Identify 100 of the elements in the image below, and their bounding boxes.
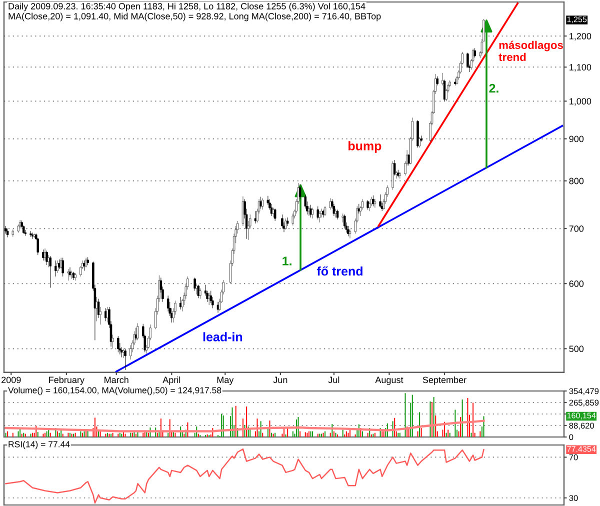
candlestick bbox=[86, 256, 89, 266]
candlestick bbox=[70, 270, 73, 280]
line-series bbox=[5, 448, 484, 504]
candlestick bbox=[179, 296, 182, 310]
candlestick bbox=[12, 229, 14, 238]
candlestick bbox=[318, 210, 321, 223]
text: MA(Close,20) = 1,091.40, Mid MA(Close,50) = 928.92, Long MA(Close,200) = 716.40, BBTop bbox=[8, 12, 381, 22]
candlestick bbox=[466, 52, 469, 68]
candlestick bbox=[308, 206, 310, 216]
candlestick bbox=[454, 78, 456, 86]
chart-title: RSI(14) = 77.44 bbox=[8, 440, 70, 450]
candlestick bbox=[292, 213, 294, 226]
y-tick-label: 30 bbox=[569, 495, 578, 501]
candlestick bbox=[298, 184, 302, 200]
candlestick bbox=[254, 210, 257, 224]
candlestick bbox=[106, 306, 109, 323]
candlestick bbox=[281, 214, 284, 229]
candlestick bbox=[134, 328, 138, 340]
x-tick-label: March bbox=[104, 376, 128, 384]
candlestick bbox=[374, 198, 376, 208]
candlestick bbox=[47, 254, 50, 268]
candlestick bbox=[272, 207, 274, 218]
candlestick bbox=[83, 260, 86, 271]
candlestick bbox=[436, 76, 439, 86]
candlestick bbox=[67, 268, 70, 281]
candlestick bbox=[334, 208, 337, 218]
candlestick bbox=[4, 226, 7, 234]
candlestick bbox=[392, 161, 394, 190]
candlestick bbox=[398, 172, 402, 179]
y-tick-label: 0 bbox=[569, 434, 574, 440]
candlestick bbox=[324, 206, 326, 216]
candlestick bbox=[124, 348, 126, 370]
candlestick bbox=[31, 232, 34, 240]
y-tick-label: 1,000 bbox=[570, 98, 592, 106]
y-tick-label: 265,859 bbox=[569, 400, 599, 407]
y-tick-label: 900 bbox=[569, 136, 584, 142]
candlestick bbox=[17, 224, 20, 233]
candlestick bbox=[72, 272, 75, 280]
chart-title: Daily 2009.09.23. 16:35:40 Open 1183, Hi 1258, Lo 1182, Close 1255 (6.3%) Vol 160,154 bbox=[8, 2, 366, 12]
y-tick-label: 1,200 bbox=[570, 33, 592, 40]
y-tick-label: 354,479 bbox=[569, 388, 599, 396]
x-tick-label: September bbox=[422, 376, 466, 385]
y-tick-label: 600 bbox=[569, 280, 584, 287]
candlestick bbox=[368, 201, 371, 212]
x-tick-label: Jul bbox=[328, 376, 340, 384]
annotation: lead-in bbox=[203, 332, 242, 342]
x-tick-label: February bbox=[49, 376, 84, 385]
x-tick-label: Jun bbox=[273, 376, 288, 384]
candlestick bbox=[122, 348, 125, 358]
candlestick bbox=[199, 288, 202, 300]
candlestick bbox=[266, 196, 270, 206]
text: 160,154 bbox=[567, 412, 596, 420]
candlestick bbox=[260, 196, 262, 209]
chart-title: Volume() = 160,154.00, MA(Volume(),50) = 124,917.58 bbox=[8, 386, 222, 396]
candlestick bbox=[24, 230, 27, 236]
candlestick bbox=[418, 136, 421, 148]
candlestick bbox=[36, 238, 40, 256]
candlestick bbox=[379, 194, 382, 208]
candlestick bbox=[166, 295, 170, 312]
candlestick bbox=[310, 204, 312, 218]
candlestick bbox=[347, 226, 350, 236]
candlestick bbox=[117, 336, 120, 353]
candlestick bbox=[366, 200, 369, 210]
candlestick bbox=[44, 248, 46, 261]
candlestick bbox=[322, 209, 324, 218]
candlestick bbox=[336, 209, 339, 220]
candlestick bbox=[316, 206, 320, 220]
candlestick bbox=[68, 267, 72, 277]
annotation: 2. bbox=[489, 84, 498, 93]
candlestick bbox=[42, 249, 44, 261]
x-tick-label: 2009 bbox=[2, 376, 21, 384]
candlestick bbox=[96, 296, 98, 322]
candlestick bbox=[216, 302, 220, 313]
candlestick bbox=[311, 207, 314, 219]
y-tick-label: 70 bbox=[569, 454, 578, 460]
candlestick bbox=[344, 214, 346, 229]
candlestick bbox=[112, 334, 114, 349]
candlestick bbox=[372, 195, 374, 207]
candlestick bbox=[54, 260, 57, 277]
candlestick bbox=[416, 120, 419, 148]
candlestick bbox=[56, 260, 59, 274]
candlestick bbox=[286, 217, 289, 226]
candlestick bbox=[442, 72, 444, 86]
candlestick bbox=[261, 198, 264, 210]
candlestick bbox=[208, 292, 210, 306]
candlestick bbox=[33, 233, 36, 238]
y-tick-label: 700 bbox=[569, 225, 584, 232]
x-tick-label: May bbox=[217, 376, 234, 385]
y-tick-label: 500 bbox=[569, 346, 584, 352]
annotation: másodlagos trend bbox=[498, 40, 563, 62]
candlestick bbox=[97, 298, 100, 318]
candlestick bbox=[274, 208, 276, 222]
candlestick bbox=[474, 48, 476, 58]
candlestick bbox=[99, 306, 102, 325]
text: 1,255 bbox=[567, 16, 587, 24]
candlestick bbox=[18, 220, 22, 229]
candlestick bbox=[84, 258, 88, 268]
annotation: fő trend bbox=[316, 266, 362, 276]
candlestick bbox=[6, 228, 9, 238]
candlestick bbox=[370, 196, 373, 207]
